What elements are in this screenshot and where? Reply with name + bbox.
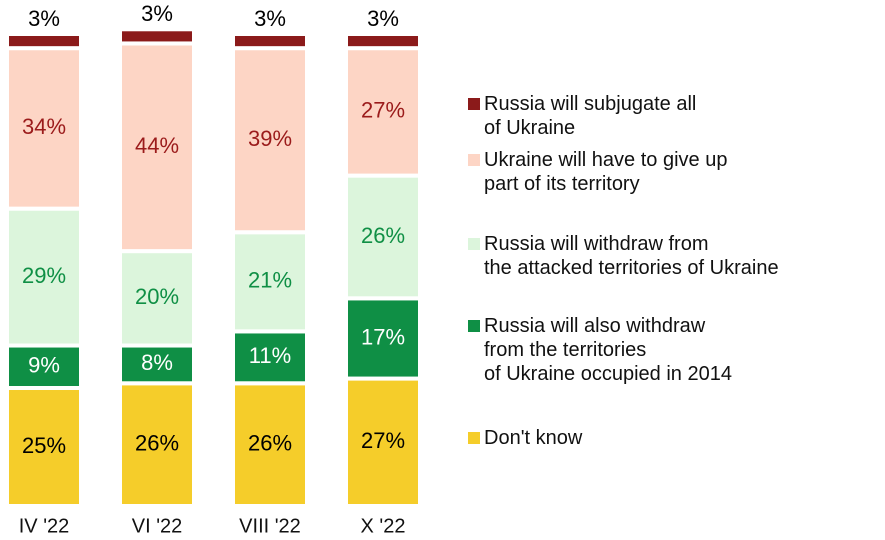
legend-entry: Russia will withdraw from the attacked t…	[468, 232, 779, 280]
data-label: 11%	[249, 343, 291, 368]
data-label: 26%	[361, 223, 405, 248]
bar-segment	[118, 343, 196, 386]
data-label: 21%	[248, 268, 292, 293]
x-tick-label: X '22	[361, 515, 406, 537]
bar-segment	[231, 46, 309, 235]
legend-swatch	[468, 98, 480, 110]
bar-segment	[344, 173, 422, 301]
bar-segment	[5, 46, 83, 211]
legend-entry: Russia will subjugate all of Ukraine	[468, 92, 696, 140]
chart: 25% 9% 29% 34% 3% IV '22 26% 8% 20% 44% 3% VI '22 26…	[5, 1, 422, 537]
legend-label: Russia will withdraw from the attacked t…	[484, 233, 779, 279]
x-tick-label: VI '22	[132, 515, 183, 537]
legend-label: Russia will subjugate all of Ukraine	[484, 93, 697, 139]
data-label: 3%	[254, 6, 286, 31]
bar-segment	[231, 381, 309, 508]
bar-segment	[231, 32, 309, 51]
bar-segment	[5, 32, 83, 51]
data-label: 29%	[22, 263, 66, 288]
data-label: 20%	[135, 284, 179, 309]
x-tick-label: VIII '22	[239, 515, 301, 537]
data-label: 3%	[141, 1, 173, 26]
bar-segment	[118, 249, 196, 348]
bar-segment	[344, 376, 422, 508]
legend-entry: Russia will also withdraw from the terri…	[468, 314, 732, 386]
legend-swatch	[468, 238, 480, 250]
legend-swatch	[468, 432, 480, 444]
legend-entry: Don't know	[468, 426, 582, 450]
data-label: 3%	[367, 6, 399, 31]
x-tick-label: IV '22	[19, 515, 70, 537]
legend-swatch	[468, 154, 480, 166]
data-label: 9%	[28, 353, 60, 378]
legend-label: Don't know	[484, 427, 583, 449]
bar-segment	[231, 230, 309, 334]
bar-segment	[5, 343, 83, 390]
data-label: 26%	[135, 430, 179, 455]
data-label: 8%	[141, 350, 173, 375]
data-label: 17%	[361, 324, 405, 349]
data-label: 44%	[135, 133, 179, 158]
bar-segment	[344, 32, 422, 51]
data-label: 34%	[22, 114, 66, 139]
data-label: 27%	[361, 98, 405, 123]
data-label: 25%	[22, 433, 66, 458]
legend-label: Russia will also withdraw from the terri…	[484, 315, 732, 385]
legend-swatch	[468, 320, 480, 332]
legend-entry: Ukraine will have to give up part of its…	[468, 148, 727, 196]
bar-segment	[118, 41, 196, 254]
data-label: 39%	[248, 126, 292, 151]
data-label: 27%	[361, 428, 405, 453]
bar-segment	[5, 386, 83, 508]
legend-label: Ukraine will have to give up part of its…	[484, 149, 728, 195]
data-label: 26%	[248, 430, 292, 455]
bar-segment	[118, 27, 196, 46]
data-label: 3%	[28, 6, 60, 31]
